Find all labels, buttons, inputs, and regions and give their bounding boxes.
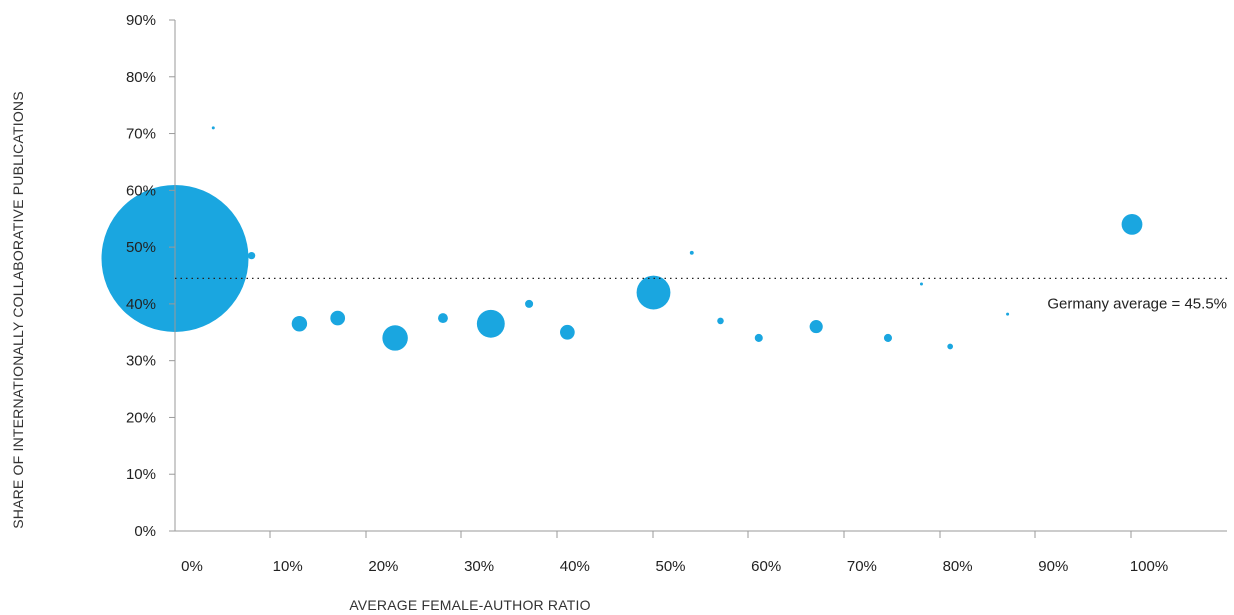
bubble-point: [382, 325, 408, 351]
bubble-point: [636, 275, 671, 310]
x-tick-label: 60%: [751, 558, 781, 575]
x-tick-label: 30%: [464, 558, 494, 575]
bubble-point: [809, 320, 823, 334]
bubble-point: [211, 126, 215, 130]
y-tick-label: 0%: [134, 523, 156, 540]
x-tick-label: 90%: [1038, 558, 1068, 575]
germany-average-label: Germany average = 45.5%: [1047, 295, 1227, 312]
y-tick-label: 10%: [126, 466, 156, 483]
y-tick-label: 30%: [126, 353, 156, 370]
bubble-point: [883, 333, 892, 342]
bubble-point: [560, 324, 575, 340]
bubble-point: [247, 251, 256, 260]
x-tick-label: 10%: [273, 558, 303, 575]
bubble-point: [1121, 214, 1143, 235]
ticks-layer: 0% 10% 20% 30% 40% 50% 60% 70% 80% 90% 0% 10% 20% 30%…: [126, 12, 1168, 575]
bubble-point: [947, 343, 954, 350]
y-tick-label: 60%: [126, 182, 156, 199]
y-tick-label: 50%: [126, 239, 156, 256]
x-tick-label: 100%: [1130, 558, 1168, 575]
y-tick-label: 20%: [126, 409, 156, 426]
y-tick-label: 90%: [126, 12, 156, 29]
y-tick-label: 40%: [126, 296, 156, 313]
y-tick-label: 80%: [126, 69, 156, 86]
bubble-point: [525, 299, 534, 308]
bubble-point: [689, 250, 694, 255]
x-tick-label: 20%: [368, 558, 398, 575]
bubble-point: [330, 310, 346, 326]
y-axis-title: SHARE OF INTERNATIONALLY COLLABORATIVE P…: [10, 91, 26, 529]
x-tick-label: 50%: [655, 558, 685, 575]
bubble-point: [291, 316, 308, 332]
x-tick-label: 40%: [560, 558, 590, 575]
x-tick-label: 80%: [943, 558, 973, 575]
x-tick-label: 70%: [847, 558, 877, 575]
bubble-point: [476, 309, 505, 338]
bubble-point: [1006, 312, 1010, 316]
bubble-point: [438, 313, 448, 324]
x-axis-title: AVERAGE FEMALE-AUTHOR RATIO: [349, 597, 590, 613]
bubble-point: [754, 333, 763, 342]
bubble-point: [717, 317, 724, 325]
bubbles-layer: [101, 126, 1143, 351]
axes-layer: [174, 20, 1227, 532]
x-tick-label: 0%: [181, 558, 203, 575]
y-tick-label: 70%: [126, 126, 156, 143]
bubble-point: [919, 282, 923, 286]
